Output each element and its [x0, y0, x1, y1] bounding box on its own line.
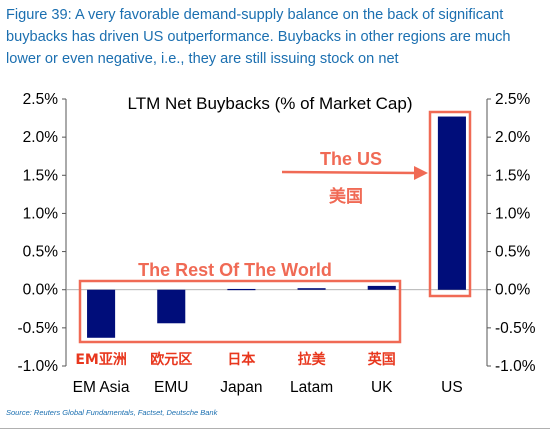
- left-tick-label: 1.5%: [23, 167, 59, 184]
- bar-us: [437, 116, 466, 290]
- x-tick-label-chinese: 欧元区: [150, 351, 192, 368]
- right-tick-label: 2.0%: [495, 129, 531, 146]
- figure-caption: Figure 39: A very favorable demand-suppl…: [6, 7, 511, 67]
- us-label-chinese: 美国: [329, 186, 363, 207]
- left-tick-label: 0.5%: [23, 244, 59, 261]
- us-arrow-shaft: [281, 170, 419, 175]
- x-tick-label-chinese: EM亚洲: [75, 352, 127, 368]
- x-axis-labels: EM Asia EMU Japan Latam UK US: [73, 379, 463, 396]
- rest-of-world-highlight-box: [78, 279, 402, 344]
- us-highlight-box: [428, 110, 472, 298]
- bar-latam: [297, 288, 326, 290]
- right-y-axis: 2.5% 2.0% 1.5% 1.0% 0.5% 0.0% -0.5% -1.0%: [486, 91, 536, 375]
- x-tick-label: EMU: [154, 379, 188, 396]
- right-tick-label: 0.5%: [495, 244, 531, 261]
- right-tick-label: 1.0%: [495, 205, 531, 222]
- x-tick-label: US: [441, 379, 463, 396]
- left-tick-label: 0.0%: [23, 282, 59, 299]
- left-tick-label: -1.0%: [18, 358, 59, 375]
- x-tick-label-chinese: 拉美: [298, 351, 327, 368]
- bar-series: [66, 116, 487, 338]
- right-tick-label: 1.5%: [495, 167, 531, 184]
- x-tick-label: EM Asia: [73, 379, 130, 396]
- x-tick-label: UK: [371, 379, 393, 396]
- rest-of-world-label: The Rest Of The World: [138, 260, 332, 280]
- left-tick-label: 2.5%: [23, 91, 59, 108]
- right-tick-label: -1.0%: [495, 358, 536, 375]
- left-y-axis: 2.5% 2.0% 1.5% 1.0% 0.5% 0.0% -0.5% -1.0%: [18, 91, 67, 375]
- left-tick-label: -0.5%: [18, 320, 59, 337]
- left-tick-label: 2.0%: [23, 129, 59, 146]
- source-note: Source: Reuters Global Fundamentals, Fac…: [6, 408, 218, 417]
- bar-emu: [157, 289, 186, 324]
- bar-japan: [227, 288, 256, 291]
- us-label: The US: [320, 149, 382, 169]
- x-axis-chinese-labels: EM亚洲 欧元区 日本 拉美 英国: [75, 351, 395, 368]
- bottom-divider: [0, 428, 550, 429]
- right-tick-label: 2.5%: [495, 91, 531, 108]
- x-tick-label-chinese: 英国: [367, 351, 396, 368]
- us-arrow-head: [414, 166, 428, 180]
- x-tick-label: Japan: [220, 379, 262, 396]
- right-tick-label: -0.5%: [495, 320, 536, 337]
- x-tick-label-chinese: 日本: [227, 351, 256, 368]
- right-tick-label: 0.0%: [495, 282, 531, 299]
- bar-em-asia: [87, 289, 116, 338]
- x-tick-label: Latam: [290, 379, 333, 396]
- left-tick-label: 1.0%: [23, 205, 59, 222]
- bar-uk: [367, 285, 396, 290]
- chart-title: LTM Net Buybacks (% of Market Cap): [128, 94, 413, 113]
